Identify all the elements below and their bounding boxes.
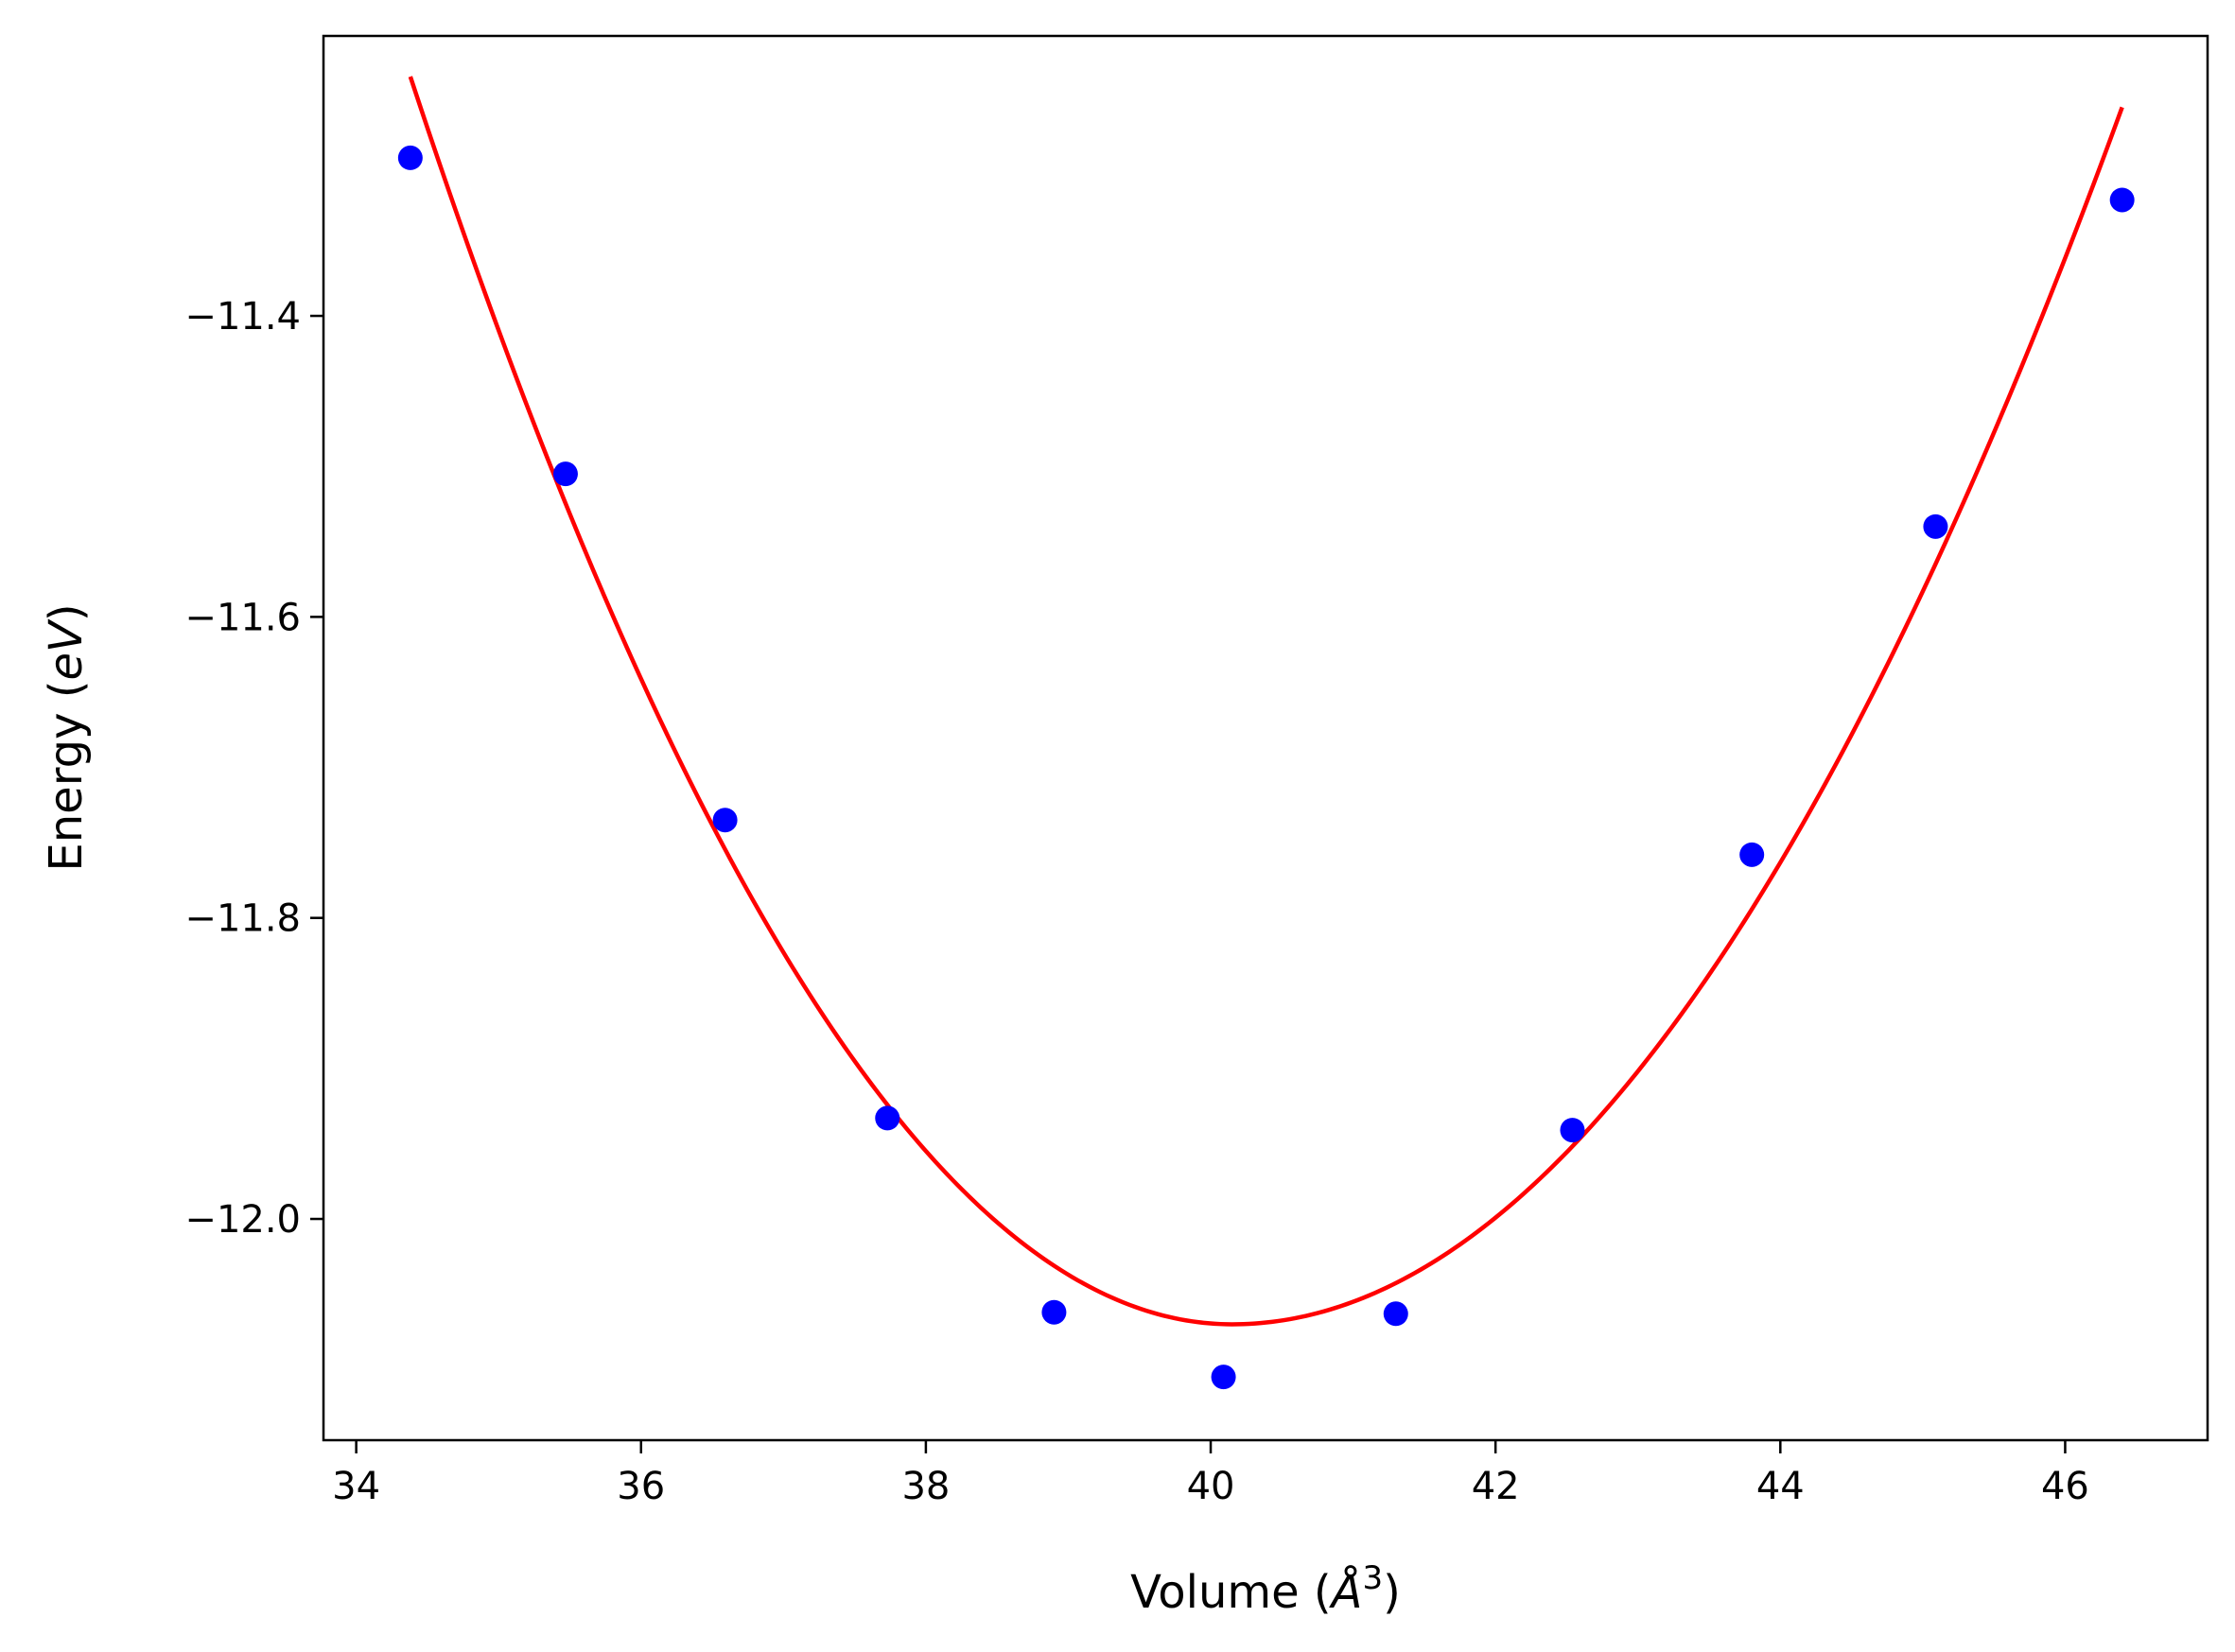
x-axis-unit: Å xyxy=(1329,1565,1363,1619)
x-axis-label-text: Volume xyxy=(1130,1566,1300,1619)
data-point xyxy=(552,461,578,487)
y-tick-label: −11.6 xyxy=(184,596,301,639)
y-axis-ticks: −11.4 −11.6 −11.8 −12.0 xyxy=(184,295,323,1242)
data-point xyxy=(397,145,423,170)
x-tick-label: 44 xyxy=(1756,1465,1805,1508)
data-point xyxy=(1211,1365,1236,1390)
y-tick-label: −11.4 xyxy=(184,295,301,339)
x-tick-label: 40 xyxy=(1187,1465,1235,1508)
data-point xyxy=(1560,1118,1585,1143)
fit-curve-layer xyxy=(408,76,2124,1327)
y-tick-label: −12.0 xyxy=(184,1198,301,1242)
data-point xyxy=(712,808,738,833)
x-tick-label: 38 xyxy=(901,1465,950,1508)
data-point xyxy=(875,1105,900,1131)
data-point xyxy=(2109,187,2135,213)
y-axis-label-text: Energy xyxy=(40,713,93,872)
y-axis-unit: eV xyxy=(40,618,93,681)
data-points-layer xyxy=(397,145,2135,1390)
plot-area xyxy=(323,36,2208,1440)
data-point xyxy=(1739,842,1765,867)
x-axis-label: Volume (Å3) xyxy=(1130,1559,1401,1619)
plot-frame xyxy=(322,34,2209,1442)
x-axis-ticks: 34 36 38 40 42 44 46 xyxy=(332,1440,2089,1508)
x-tick-label: 36 xyxy=(617,1465,665,1508)
data-point xyxy=(1383,1301,1408,1327)
y-axis-label: Energy (eV) xyxy=(40,603,93,871)
x-tick-label: 46 xyxy=(2041,1465,2089,1508)
fit-curve-line xyxy=(408,76,2124,1327)
data-point xyxy=(1041,1299,1067,1325)
data-point xyxy=(1923,513,1948,539)
x-tick-label: 34 xyxy=(332,1465,380,1508)
y-tick-label: −11.8 xyxy=(184,897,301,941)
x-axis-unit-exponent: 3 xyxy=(1362,1559,1383,1597)
x-tick-label: 42 xyxy=(1472,1465,1520,1508)
